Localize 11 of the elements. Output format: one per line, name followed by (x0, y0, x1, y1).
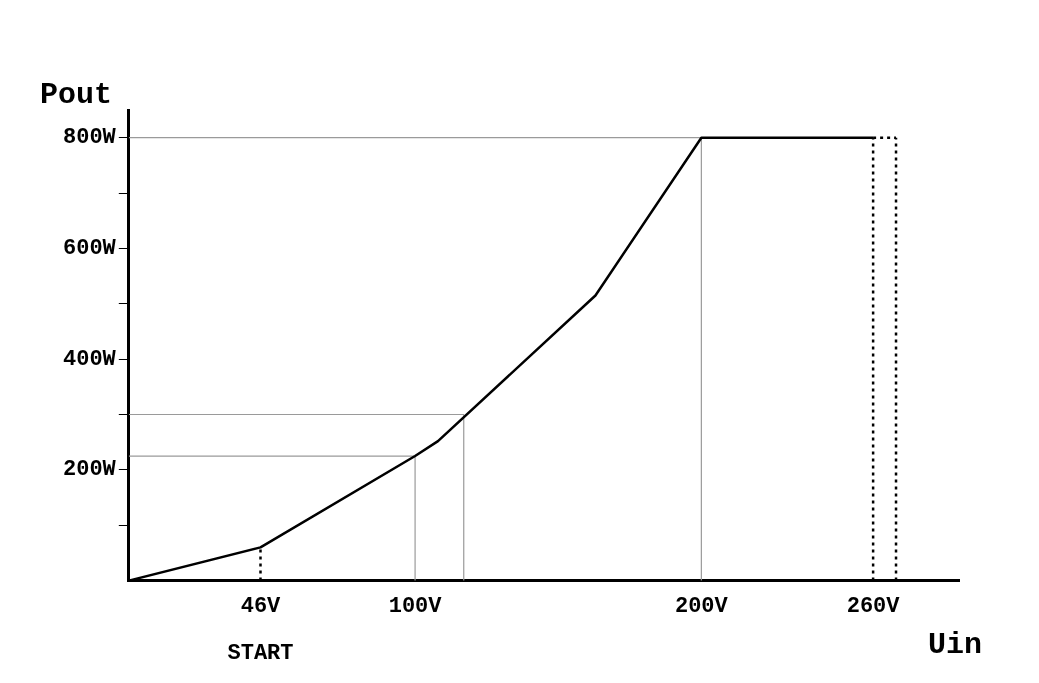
y-tick-label: 600W (63, 235, 117, 261)
x-tick-label: 46V (240, 594, 282, 620)
y-tick-label: 200W (63, 457, 117, 483)
text: START (227, 641, 294, 667)
x-tick-label: 100V (388, 594, 443, 620)
y-tick-label: 800W (63, 125, 117, 151)
x-tick-label: 200V (674, 594, 729, 620)
y-axis-title: Pout (40, 78, 113, 112)
y-tick-label: 400W (63, 346, 117, 372)
x-tick-label: 260V (846, 594, 901, 620)
x-axis-title: Uin (928, 628, 983, 662)
